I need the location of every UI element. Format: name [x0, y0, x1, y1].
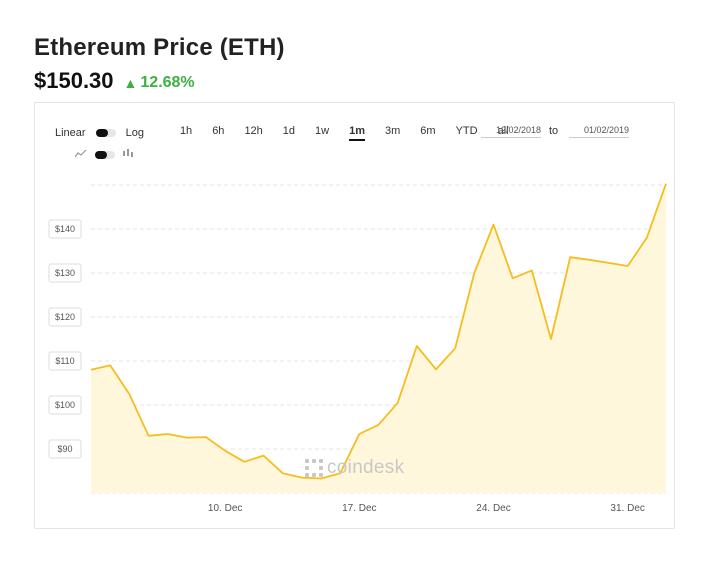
y-tick-box [48, 263, 82, 283]
up-triangle-icon: ▲ [123, 75, 138, 91]
y-tick-label: $90 [57, 444, 72, 454]
scale-toggle[interactable] [95, 129, 116, 137]
watermark-text: coindesk [327, 457, 405, 478]
range-button-1h[interactable]: 1h [179, 125, 193, 137]
log-label: Log [125, 127, 144, 139]
line-chart-icon[interactable] [74, 149, 87, 161]
chart-type-switch [74, 149, 133, 161]
toggle-knob [95, 129, 108, 137]
y-tick-box [48, 307, 82, 327]
from-date-input[interactable] [481, 123, 541, 138]
y-tick-label: $100 [55, 400, 75, 410]
range-button-6m[interactable]: 6m [420, 125, 436, 137]
y-tick-label: $110 [55, 356, 74, 366]
coindesk-logo-icon [305, 459, 323, 477]
price-change-value: 12.68% [140, 74, 195, 91]
y-tick-box [48, 219, 82, 239]
to-date-input[interactable] [569, 123, 629, 138]
y-tick-label: $130 [55, 268, 75, 278]
x-tick-label: 10. Dec [208, 503, 242, 514]
range-button-3m[interactable]: 3m [385, 125, 401, 137]
y-tick-label: $120 [55, 312, 75, 322]
range-button-6h[interactable]: 6h [212, 125, 225, 137]
chart-toolbar: Linear Log 1h 6h 12h 1d 1w 1m 3m 6m YTD all [55, 125, 509, 141]
y-tick-label: $140 [55, 224, 75, 234]
candlestick-icon[interactable] [123, 149, 133, 161]
price-row: $150.30 ▲ 12.68% [34, 68, 195, 94]
price-area-fill [91, 183, 666, 493]
linear-label: Linear [55, 127, 86, 139]
x-tick-label: 31. Dec [610, 503, 644, 514]
coindesk-watermark: coindesk [305, 457, 404, 479]
page-title: Ethereum Price (ETH) [34, 34, 285, 61]
price-chart: $90 $100 $110 $120 $130 $140 10. Dec 17. Dec 24.… [48, 183, 667, 514]
current-price: $150.30 [34, 68, 114, 93]
x-tick-label: 17. Dec [342, 503, 376, 514]
range-button-12h[interactable]: 12h [244, 125, 263, 137]
chart-type-toggle[interactable] [95, 151, 115, 159]
range-button-1w[interactable]: 1w [315, 125, 330, 137]
to-label: to [549, 125, 559, 137]
range-buttons: 1h 6h 12h 1d 1w 1m 3m 6m YTD all [154, 125, 509, 141]
x-tick-label: 24. Dec [476, 503, 510, 514]
range-button-1m[interactable]: 1m [349, 125, 366, 141]
price-change: ▲ 12.68% [124, 74, 195, 92]
range-button-1d[interactable]: 1d [282, 125, 296, 137]
y-tick-box [48, 439, 82, 459]
y-tick-box [48, 395, 82, 415]
range-button-ytd[interactable]: YTD [455, 125, 478, 137]
price-line [90, 183, 667, 480]
chart-type-knob [95, 151, 107, 159]
y-tick-box [48, 351, 82, 371]
